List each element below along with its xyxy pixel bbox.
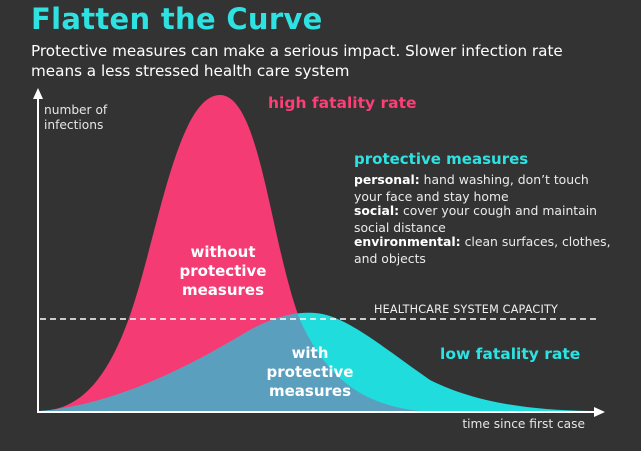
x-axis-label: time since first case [462,417,585,431]
low-fatality-label: low fatality rate [440,345,581,363]
high-fatality-label: high fatality rate [268,94,417,112]
measure-social: social: cover your cough and maintain so… [354,203,614,236]
protective-measures-title: protective measures [354,150,529,168]
without-measures-label: without protective measures [179,243,267,299]
measure-personal: personal: hand washing, don’t touch your… [354,172,614,205]
measure-social-text: cover your cough and maintain social dis… [354,203,598,235]
measure-environmental: environmental: clean surfaces, clothes, … [354,234,614,267]
y-axis-arrow [33,88,43,99]
measure-personal-name: personal: [354,172,420,187]
capacity-label: HEALTHCARE SYSTEM CAPACITY [374,303,559,316]
page-title: Flatten the Curve [31,2,323,36]
page-subtitle: Protective measures can make a serious i… [31,42,563,80]
measure-social-name: social: [354,203,400,218]
y-axis-label: number of infections [44,103,108,132]
without-measures-curve [40,95,420,411]
overlap-area [40,312,420,411]
measure-environmental-name: environmental: [354,234,461,249]
measure-environmental-text: clean surfaces, clothes, and objects [354,234,611,266]
x-axis-arrow [594,407,605,417]
measure-personal-text: hand washing, don’t touch your face and … [354,172,589,204]
with-measures-label: with protective measures [266,344,354,400]
